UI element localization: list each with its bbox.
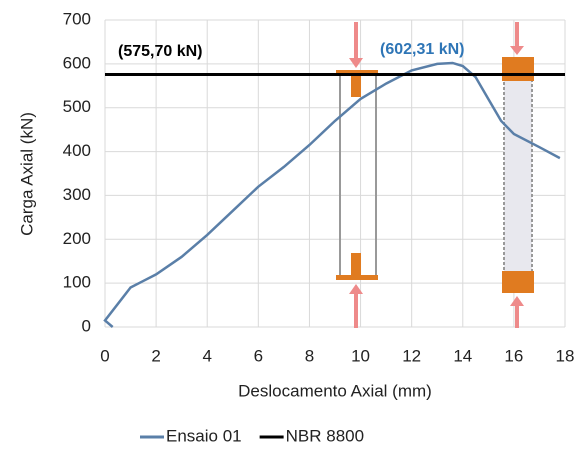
plate xyxy=(502,57,534,81)
legend-label: Ensaio 01 xyxy=(166,426,242,445)
y-tick-label: 400 xyxy=(63,141,91,160)
y-tick-label: 200 xyxy=(63,229,91,248)
arrow-head xyxy=(510,296,524,306)
x-tick-label: 6 xyxy=(254,346,263,365)
y-axis-title: Carga Axial (kN) xyxy=(17,112,36,236)
plate xyxy=(502,271,534,293)
y-tick-label: 700 xyxy=(63,9,91,28)
specimen-body xyxy=(504,62,532,288)
block xyxy=(351,75,361,97)
x-tick-label: 14 xyxy=(453,346,472,365)
annotation: (575,70 kN) xyxy=(118,43,203,60)
x-tick-label: 0 xyxy=(100,346,109,365)
x-tick-label: 16 xyxy=(504,346,523,365)
x-tick-label: 18 xyxy=(556,346,575,365)
y-tick-label: 0 xyxy=(82,316,91,335)
specimen-left xyxy=(336,22,378,328)
legend-label: NBR 8800 xyxy=(286,426,364,445)
annotation: (602,31 kN) xyxy=(380,41,465,58)
specimen-right xyxy=(502,22,534,328)
block xyxy=(351,253,361,275)
specimen-body xyxy=(340,72,376,278)
x-tick-label: 2 xyxy=(151,346,160,365)
chart: Carga Axial (kN) Deslocamento Axial (mm)… xyxy=(0,0,583,454)
y-tick-label: 100 xyxy=(63,273,91,292)
x-axis-title: Deslocamento Axial (mm) xyxy=(238,381,432,400)
x-tick-label: 8 xyxy=(305,346,314,365)
x-tick-label: 12 xyxy=(402,346,421,365)
x-tick-label: 4 xyxy=(202,346,211,365)
arrow-head xyxy=(510,46,524,55)
plate xyxy=(336,275,378,280)
x-tick-label: 10 xyxy=(351,346,370,365)
grid xyxy=(105,20,565,327)
y-tick-label: 500 xyxy=(63,97,91,116)
y-tick-label: 600 xyxy=(63,53,91,72)
y-tick-label: 300 xyxy=(63,185,91,204)
